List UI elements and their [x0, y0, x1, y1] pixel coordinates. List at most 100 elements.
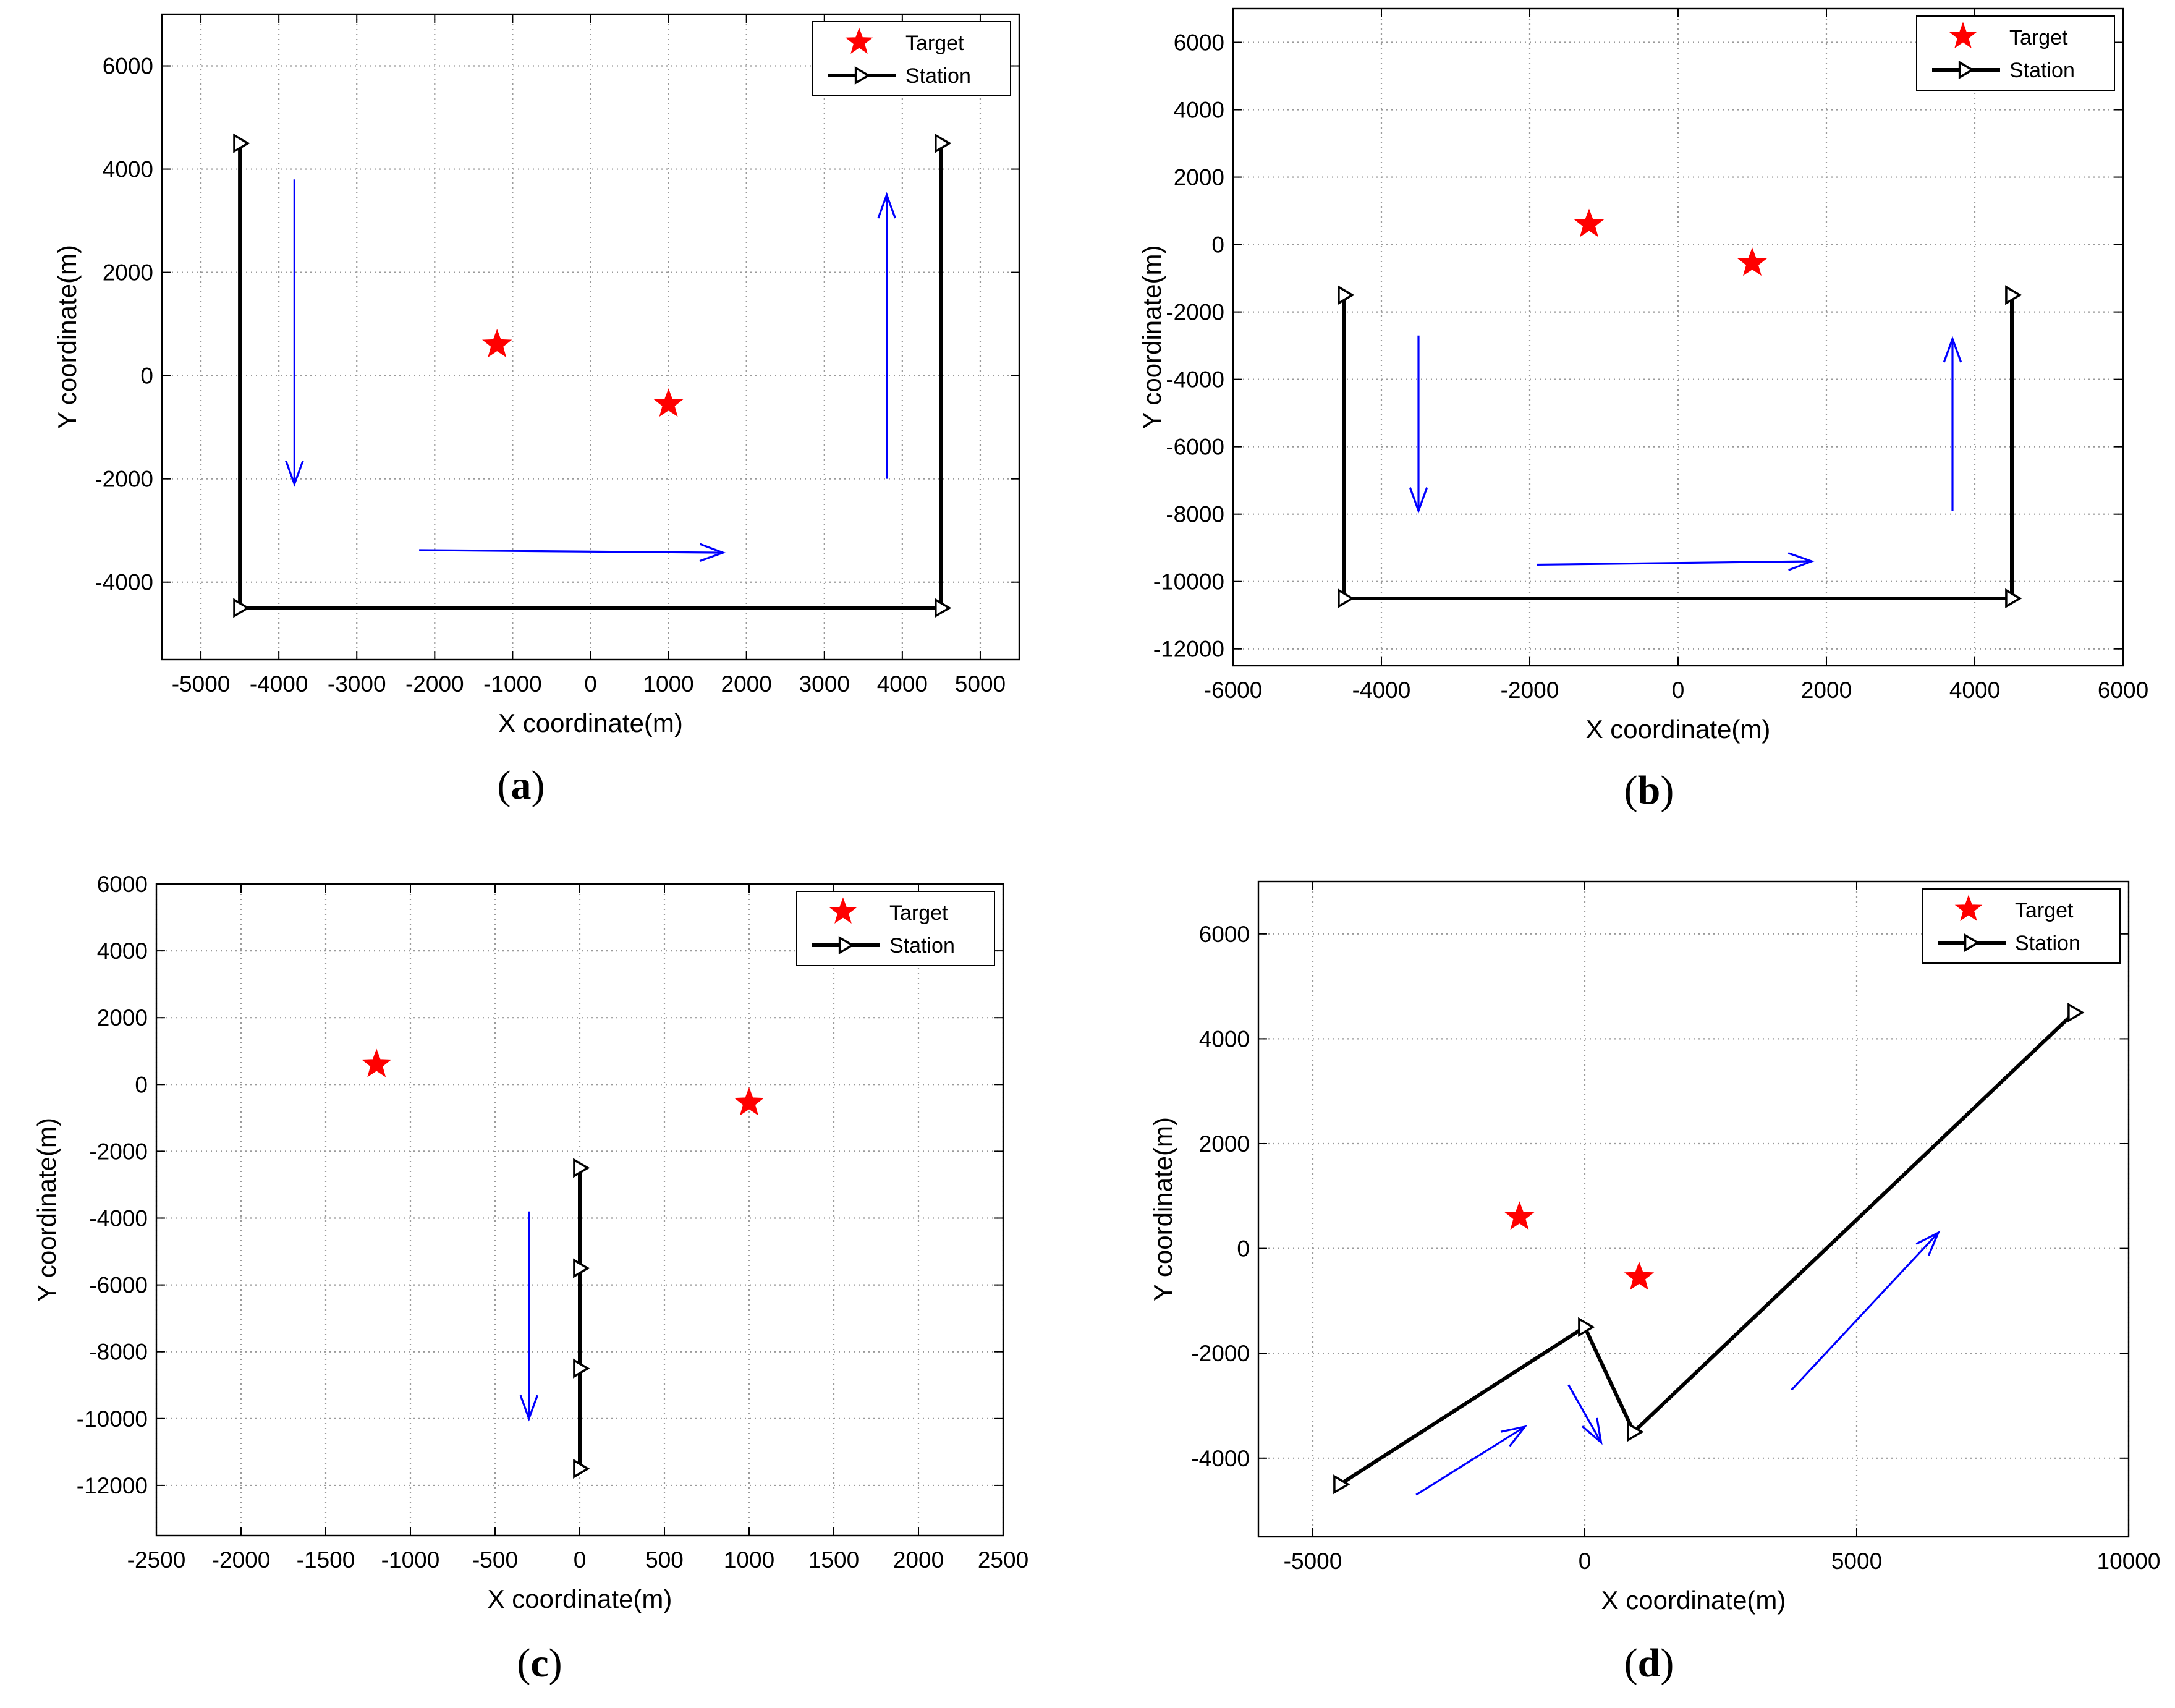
arrow-head: [285, 460, 304, 487]
target-star: [653, 388, 684, 417]
y-tick-label: -2000: [1191, 1341, 1250, 1366]
legend-target-label: Target: [2009, 26, 2068, 49]
y-tick-label: 2000: [97, 1005, 148, 1030]
x-tick-label: 5000: [1831, 1549, 1882, 1574]
target-star: [1574, 208, 1605, 237]
direction-arrow: [419, 543, 726, 563]
x-tick-label: -4000: [1352, 678, 1411, 703]
legend: Target Station: [796, 891, 995, 966]
arrow-shaft: [419, 549, 723, 554]
station-marker: [233, 133, 250, 153]
direction-arrow: [1537, 552, 1815, 571]
legend: Target Station: [812, 21, 1011, 96]
y-tick-label: -4000: [1166, 367, 1224, 393]
direction-arrow: [519, 1211, 539, 1422]
x-tick-label: -2500: [127, 1547, 186, 1573]
ticks: -5000 -4000 -3000 -2000 -1000 0 1000 2000 3000 40…: [95, 14, 1019, 697]
legend-box: [796, 891, 995, 966]
target-star: [482, 329, 512, 358]
legend-station-label: Station: [889, 934, 955, 958]
x-tick-label: 500: [645, 1547, 684, 1573]
x-axis-label: X coordinate(m): [488, 1584, 672, 1613]
y-tick-label: 0: [1237, 1236, 1250, 1262]
arrow-shaft: [1537, 560, 1812, 566]
x-tick-label: 4000: [1949, 678, 2000, 703]
x-tick-label: 2000: [893, 1547, 944, 1573]
arrow-shaft: [1791, 1232, 1940, 1391]
y-tick-label: 4000: [1174, 98, 1224, 123]
station-marker: [573, 1358, 590, 1379]
x-tick-label: 3000: [799, 671, 850, 697]
ticks: -5000 0 5000 10000 -4000 -2000 0 2000 4000 6000: [1191, 882, 2160, 1574]
y-tick-label: -6000: [89, 1273, 148, 1298]
panel-label-close: ): [549, 1641, 562, 1686]
x-tick-label: -2000: [405, 671, 464, 697]
panel-label-letter: d: [1638, 1641, 1661, 1686]
x-tick-label: 0: [1672, 678, 1685, 703]
arrow-head: [1915, 1230, 1941, 1256]
legend-target-label: Target: [905, 32, 964, 55]
y-tick-label: 2000: [1174, 165, 1224, 190]
legend-target-icon: [829, 897, 857, 924]
y-tick-label: -8000: [89, 1340, 148, 1365]
x-tick-label: 2000: [1801, 678, 1852, 703]
arrow-head: [1409, 487, 1428, 514]
station-marker: [1338, 588, 1355, 609]
y-tick-label: 0: [135, 1072, 148, 1097]
y-tick-label: 6000: [97, 872, 148, 897]
target-star: [1504, 1201, 1535, 1230]
x-axis-label: X coordinate(m): [1586, 715, 1771, 744]
y-tick-label: 4000: [103, 157, 153, 182]
y-tick-label: 4000: [97, 938, 148, 964]
arrow-head: [1581, 1417, 1603, 1445]
panel-label: (d): [1624, 1641, 1674, 1686]
station-path: [1342, 295, 2014, 600]
x-tick-label: -6000: [1204, 678, 1263, 703]
station-marker: [1333, 1474, 1350, 1495]
y-tick-label: -4000: [89, 1206, 148, 1231]
y-tick-label: 0: [1211, 232, 1224, 258]
x-tick-label: -2000: [212, 1547, 271, 1573]
chart-panel-c: -2500 -2000 -1500 -1000 -500 0 500 1000 1500 2000…: [32, 872, 1028, 1686]
legend-station-label: Station: [905, 64, 971, 88]
legend-target-label: Target: [889, 901, 948, 925]
legend-station-label: Station: [2015, 932, 2080, 955]
station-marker: [935, 598, 952, 618]
y-tick-label: -8000: [1166, 502, 1224, 527]
legend-target-icon: [845, 27, 873, 54]
x-tick-label: -500: [472, 1547, 518, 1573]
panel-label-open: (: [517, 1641, 530, 1686]
arrow-head: [1943, 336, 1962, 363]
grid: [1232, 9, 2124, 666]
x-tick-label: -3000: [328, 671, 386, 697]
legend-target-icon: [1949, 22, 1977, 48]
y-tick-label: -10000: [77, 1406, 148, 1432]
y-tick-label: 0: [140, 363, 153, 389]
x-axis-label: X coordinate(m): [498, 708, 683, 737]
target-star: [1624, 1261, 1655, 1290]
station-marker: [2005, 285, 2022, 305]
legend-station-icon: [1964, 933, 1980, 953]
panel-label: (a): [498, 763, 545, 808]
arrow-head: [1500, 1425, 1528, 1447]
panel-label-letter: c: [530, 1641, 548, 1686]
y-tick-label: 2000: [1199, 1131, 1250, 1157]
x-tick-label: -1000: [483, 671, 542, 697]
legend-station-icon: [854, 66, 871, 85]
arrow-head: [1787, 552, 1815, 571]
y-tick-label: -2000: [1166, 300, 1224, 325]
arrow-shaft: [1567, 1384, 1602, 1443]
legend-box: [1916, 15, 2115, 91]
arrow-head: [519, 1395, 539, 1422]
x-tick-label: 1500: [808, 1547, 859, 1573]
station-marker: [2067, 1002, 2085, 1023]
direction-arrow: [1409, 335, 1428, 514]
y-axis-label: Y coordinate(m): [32, 1118, 61, 1302]
y-tick-label: -12000: [1153, 637, 1224, 662]
x-tick-label: 2000: [721, 671, 772, 697]
legend-target-label: Target: [2015, 899, 2074, 922]
target-star: [734, 1087, 765, 1116]
y-tick-label: -10000: [1153, 569, 1224, 595]
panel-label: (c): [517, 1641, 562, 1686]
